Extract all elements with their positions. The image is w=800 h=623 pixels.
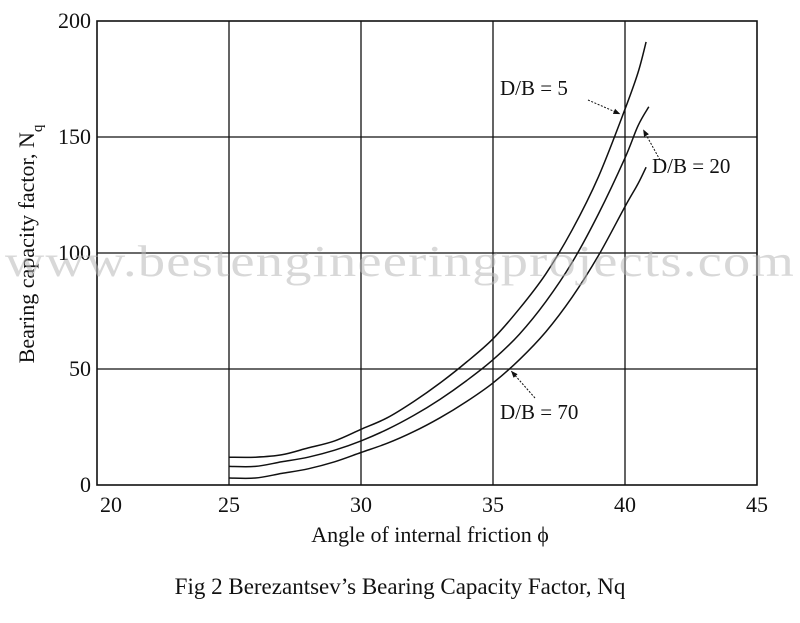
curve-arrow-3: [511, 370, 536, 399]
curve-annotations: D/B = 5 D/B = 20 D/B = 70: [500, 76, 730, 424]
x-tick-label-35: 35: [482, 492, 504, 517]
x-axis-label: Angle of internal friction ϕ: [311, 522, 549, 547]
series-line-1: [228, 41, 647, 459]
x-tick-label-20: 20: [100, 492, 122, 517]
x-tick-label-25: 25: [218, 492, 240, 517]
series-line-3: [228, 166, 647, 480]
y-tick-label-0: 0: [80, 472, 91, 497]
series-line-2: [228, 106, 650, 468]
y-axis-label-subscript: q: [30, 124, 46, 132]
curve-arrow-2: [643, 129, 661, 161]
y-tick-label-150: 150: [58, 124, 91, 149]
x-tick-label-30: 30: [350, 492, 372, 517]
figure-caption: Fig 2 Berezantsev’s Bearing Capacity Fac…: [174, 574, 626, 599]
grid: [96, 20, 758, 486]
x-tick-label-45: 45: [746, 492, 768, 517]
curve-label-2: D/B = 20: [652, 154, 730, 178]
y-tick-label-50: 50: [69, 356, 91, 381]
x-tick-label-40: 40: [614, 492, 636, 517]
curve-label-1: D/B = 5: [500, 76, 568, 100]
curve-label-3: D/B = 70: [500, 400, 578, 424]
watermark-text: www.bestengineeringprojects.com: [5, 237, 795, 286]
y-tick-label-100: 100: [58, 240, 91, 265]
tick-labels: 20 25 30 35 40 45 0 50 100 150 200: [58, 8, 768, 517]
curve-arrow-1: [587, 99, 621, 115]
y-axis-label-main: Bearing capacity factor, N: [14, 132, 39, 363]
series-curves: [228, 41, 650, 480]
y-tick-label-200: 200: [58, 8, 91, 33]
y-axis-label: Bearing capacity factor, Nq: [14, 124, 46, 363]
bearing-capacity-chart: 20 25 30 35 40 45 0 50 100 150 200 D/B = 5 D/B = 20…: [5, 8, 795, 547]
